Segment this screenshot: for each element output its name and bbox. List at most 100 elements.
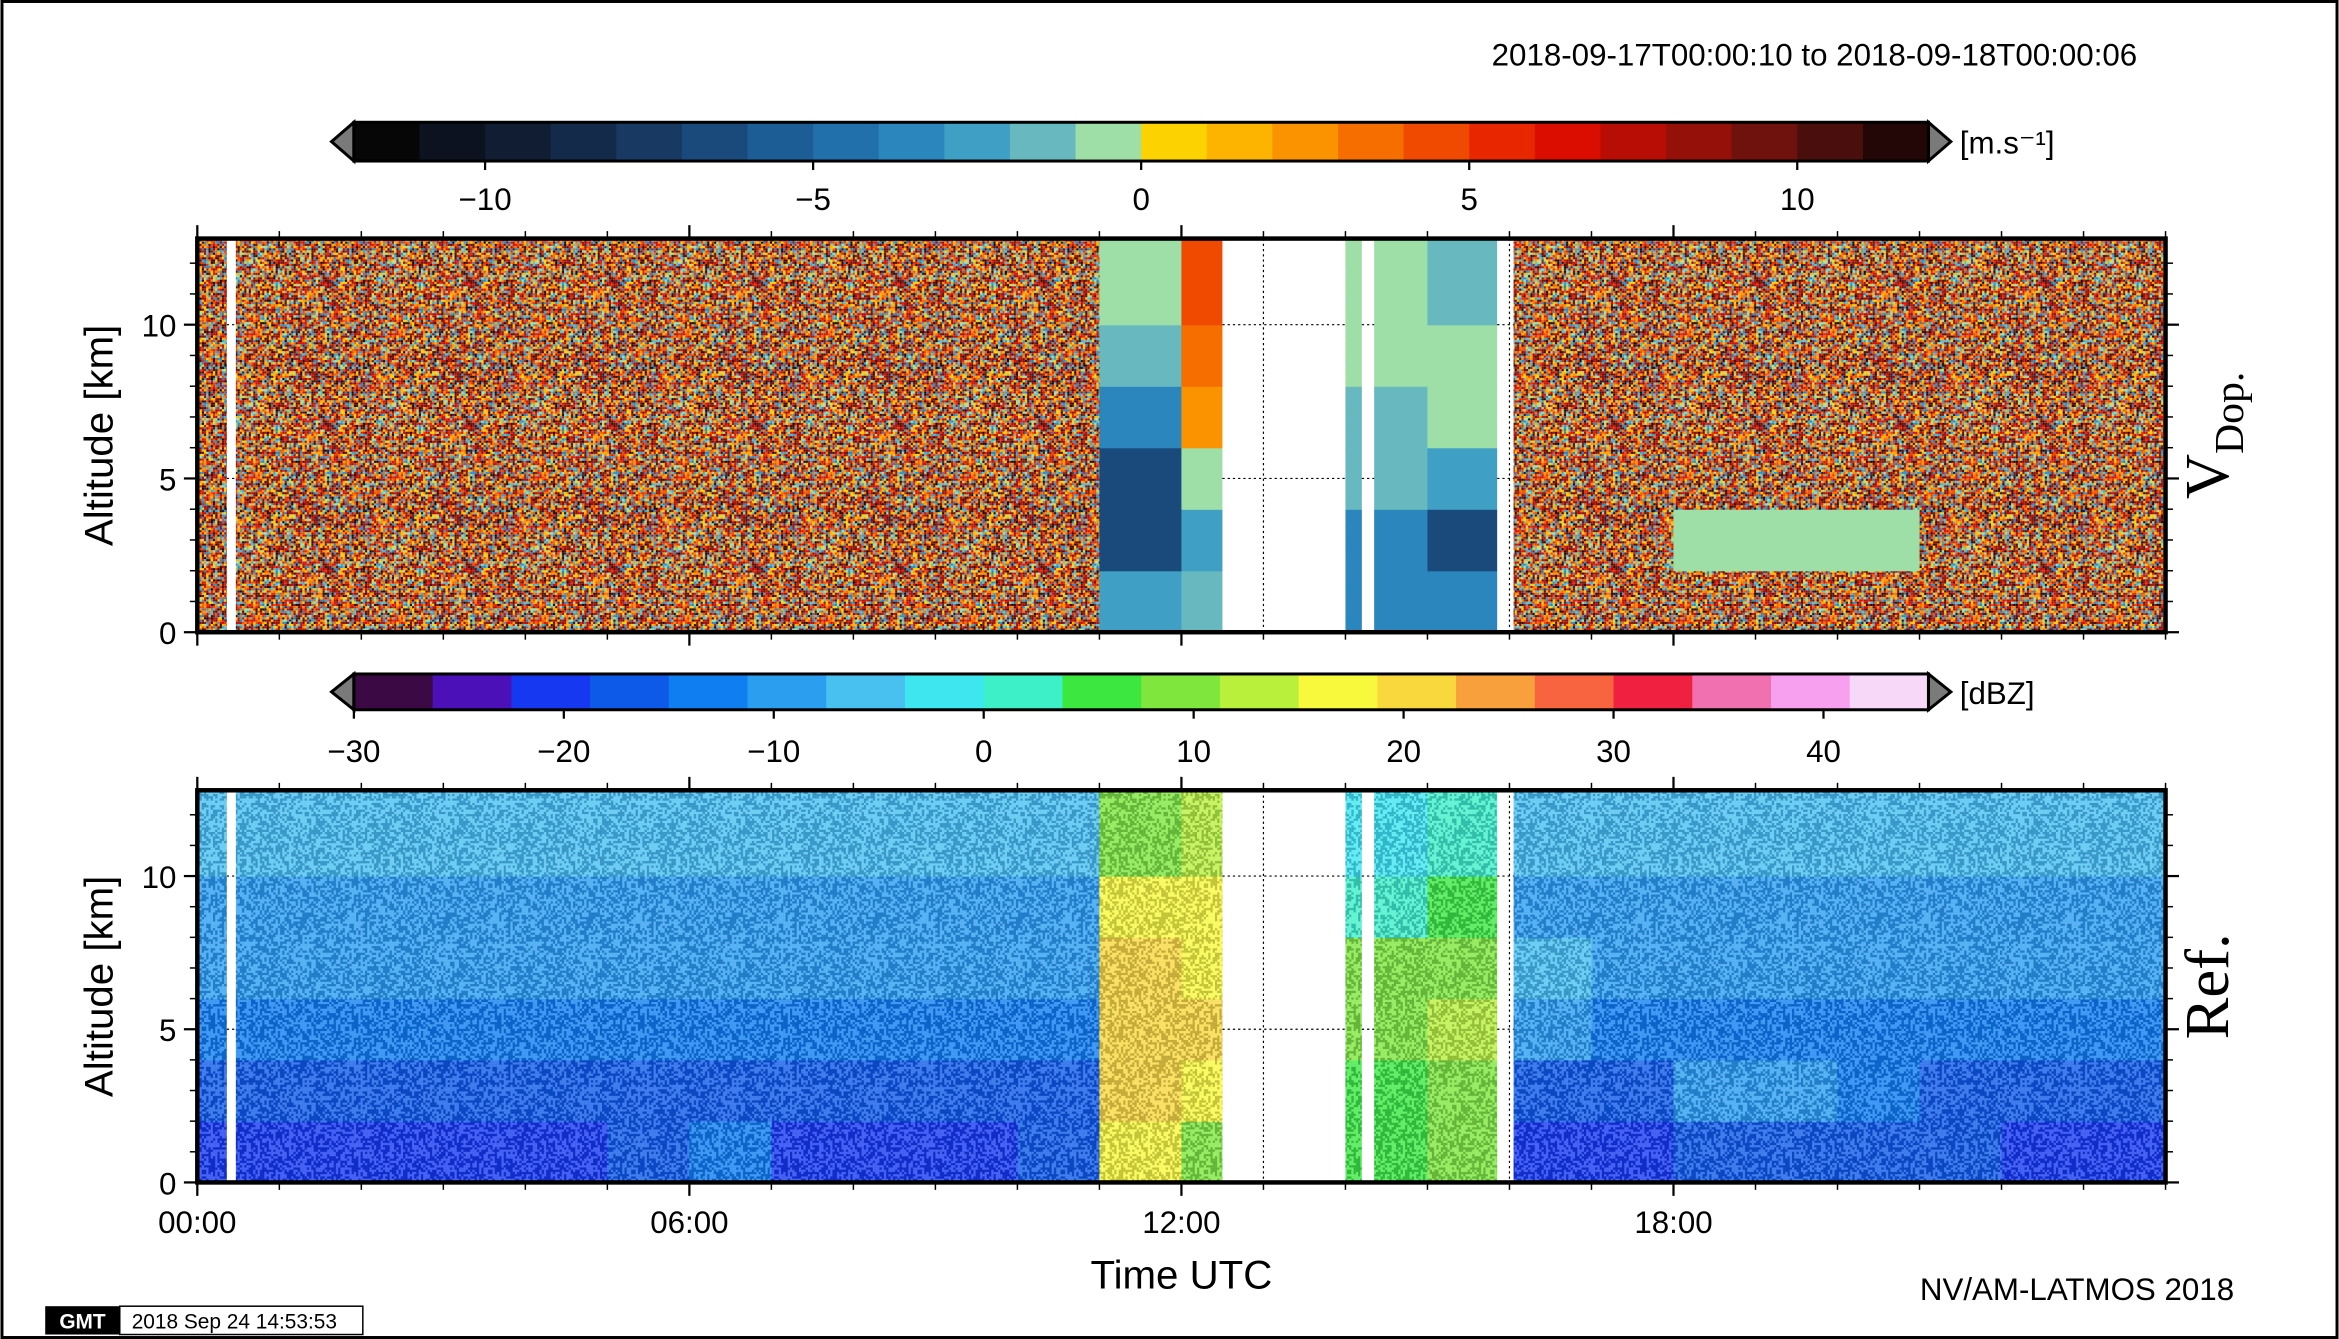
noise-cell [607, 570, 690, 633]
colorbar-swatch [1600, 122, 1667, 162]
panel-label-main: Ref. [2172, 933, 2242, 1039]
noise-cell [443, 386, 526, 449]
noise-cell [361, 238, 444, 326]
panel-label-main: V [2172, 454, 2242, 499]
noise-cell [607, 238, 690, 326]
noise-cell [2083, 386, 2167, 449]
colorbar-swatch [550, 122, 618, 162]
heatmap-cell [1427, 324, 1511, 387]
noise-cell [935, 386, 1019, 449]
noise-cell [771, 447, 854, 510]
noise-cell [443, 447, 526, 510]
colorbar-tick-label: 0 [1132, 182, 1149, 217]
heatmap-cell [1427, 447, 1511, 510]
colorbar-swatch [1534, 673, 1615, 710]
noise-cell [361, 570, 444, 633]
data-gap [1222, 238, 1346, 633]
colorbar-swatch [1849, 673, 1930, 710]
noise-cell [771, 238, 854, 326]
noise-cell [689, 386, 772, 449]
credit: NV/AM-LATMOS 2018 [1920, 1272, 2234, 1307]
panel-label: Ref. [2172, 933, 2242, 1039]
noise-cell [1591, 386, 1675, 449]
heatmap-cell [1427, 386, 1511, 449]
colorbar-swatch [1469, 122, 1536, 162]
noise-cell [1919, 324, 2003, 387]
noise-cell [689, 238, 772, 326]
colorbar-swatch [1062, 673, 1142, 710]
colorbar-swatch [511, 673, 591, 710]
data-gap [1497, 790, 1514, 1183]
heatmap-cell [1837, 509, 1921, 572]
noise-cell [1837, 447, 1921, 510]
noise-cell [525, 509, 608, 572]
texture-overlay [197, 790, 2166, 1183]
noise-cell [443, 570, 526, 633]
noise-cell [197, 509, 280, 572]
heatmap-cell [1427, 570, 1511, 633]
colorbar-swatch [485, 122, 552, 162]
colorbar-swatch [1797, 122, 1864, 162]
heatmap-cell [1673, 509, 1757, 572]
noise-cell [607, 509, 690, 572]
colorbar-tick-label: 10 [1780, 182, 1815, 217]
noise-cell [1591, 324, 1675, 387]
noise-cell [607, 324, 690, 387]
noise-cell [279, 447, 362, 510]
x-tick-label: 06:00 [650, 1205, 728, 1240]
y-tick-label: 0 [159, 616, 176, 651]
noise-cell [771, 570, 854, 633]
colorbar-swatch [813, 122, 880, 162]
noise-cell [2001, 324, 2085, 387]
noise-cell [1509, 386, 1593, 449]
colorbar-swatch [668, 673, 749, 710]
heatmap-cell [1099, 570, 1183, 633]
noise-cell [1837, 570, 1921, 633]
noise-cell [1755, 570, 1839, 633]
noise-cell [1591, 509, 1675, 572]
noise-cell [1837, 238, 1921, 326]
noise-cell [2083, 238, 2167, 326]
colorbar-frame [352, 672, 1930, 712]
colorbar-swatch [1456, 673, 1536, 710]
panel-label-subscript: Dop. [2207, 372, 2253, 454]
noise-cell [197, 324, 280, 387]
colorbar-tick-label: 20 [1386, 734, 1421, 769]
heatmap-cell [1427, 509, 1511, 572]
noise-cell [1919, 509, 2003, 572]
noise-cell [1591, 447, 1675, 510]
y-tick-label: 5 [159, 1013, 176, 1048]
heatmap-cell [1099, 386, 1183, 449]
noise-cell [1591, 238, 1675, 326]
noise-cell [279, 509, 362, 572]
heatmap [197, 790, 2167, 1184]
noise-cell [2083, 324, 2167, 387]
data-gap [226, 238, 236, 633]
heatmap-cell [1427, 238, 1511, 326]
y-axis-label: Altitude [km] [76, 876, 121, 1097]
noise-cell [2083, 570, 2167, 633]
colorbar-swatch [904, 673, 985, 710]
heatmap-cell [1099, 238, 1183, 326]
noise-cell [1919, 570, 2003, 633]
noise-cell [525, 324, 608, 387]
colorbar-swatch [419, 122, 486, 162]
colorbar-swatch [432, 673, 513, 710]
noise-cell [771, 386, 854, 449]
noise-cell [1919, 447, 2003, 510]
noise-cell [197, 386, 280, 449]
heatmap-cell [1099, 509, 1183, 572]
colorbar-swatch [1272, 122, 1339, 162]
noise-cell [689, 570, 772, 633]
heatmap-cell [1099, 447, 1183, 510]
noise-cell [1673, 447, 1757, 510]
colorbar-tick-label: 5 [1461, 182, 1478, 217]
y-axis-label: Altitude [km] [76, 325, 121, 546]
noise-cell [443, 324, 526, 387]
noise-cell [1837, 386, 1921, 449]
colorbar-swatch [826, 673, 906, 710]
noise-cell [197, 447, 280, 510]
colorbar-swatch [681, 122, 749, 162]
colorbar-swatch [878, 122, 946, 162]
